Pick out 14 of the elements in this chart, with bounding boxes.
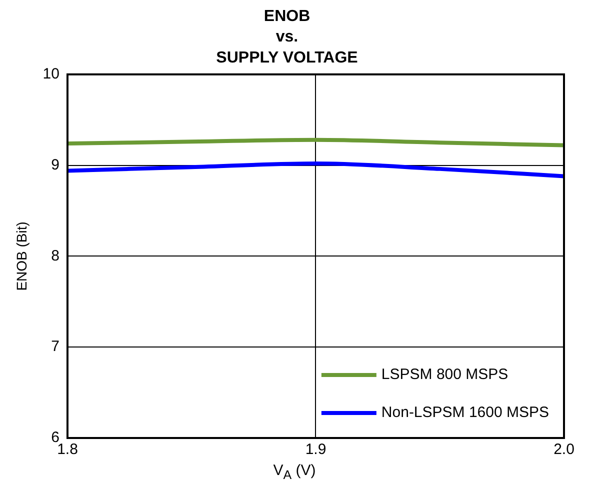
x-tick-label: 1.9 bbox=[305, 441, 326, 458]
y-tick-label: 8 bbox=[51, 247, 60, 264]
x-axis-title: V$_{A}$ (V) bbox=[272, 462, 317, 482]
line-series bbox=[67, 161, 564, 178]
x-tick-label: 2.0 bbox=[554, 441, 574, 458]
legend-label: LSPSM 800 MSPS bbox=[381, 366, 508, 384]
y-tick-label: 10 bbox=[42, 66, 60, 83]
chart-title: ENOB vs. SUPPLY VOLTAGE bbox=[216, 8, 358, 66]
y-axis-title: ENOB (Bit) bbox=[13, 222, 30, 291]
y-tick-label: 7 bbox=[51, 338, 60, 356]
legend-label: Non-LSPSM 1600 MSPS bbox=[381, 404, 549, 422]
x-tick-label: 1.8 bbox=[57, 441, 78, 458]
y-tick-label: 6 bbox=[51, 429, 60, 446]
y-tick-label: 9 bbox=[51, 156, 60, 174]
